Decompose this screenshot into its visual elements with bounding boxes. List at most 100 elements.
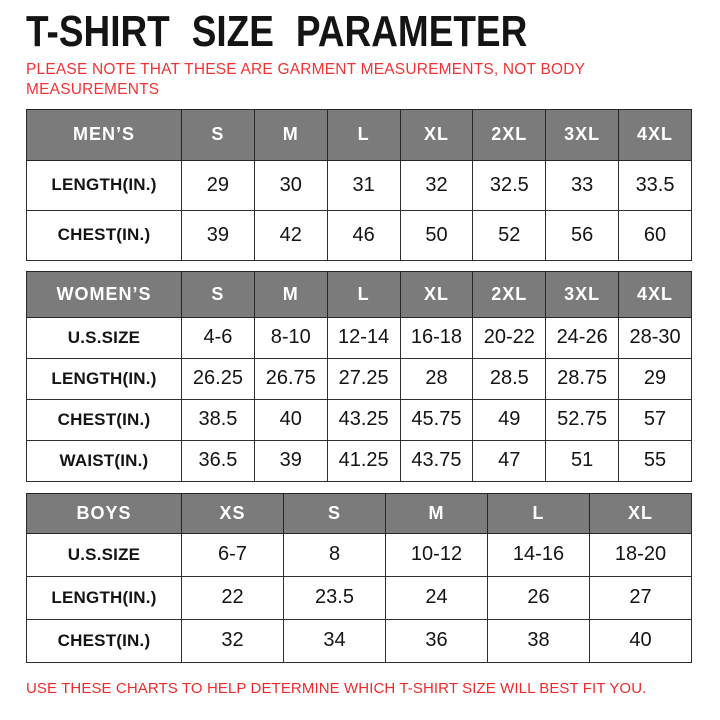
data-cell: 8-10	[253, 316, 328, 359]
row-label-cell: LENGTH(IN.)	[26, 357, 182, 400]
header-cell: WOMEN’S	[26, 270, 182, 318]
header-cell: XL	[399, 108, 474, 161]
data-cell: 28.75	[545, 357, 620, 400]
data-cell: 51	[545, 439, 620, 482]
table-row: CHEST(IN.) 39 42 46 50 52 56 60	[26, 209, 692, 261]
data-cell: 28-30	[618, 316, 692, 359]
row-label-cell: CHEST(IN.)	[26, 618, 182, 663]
data-cell: 10-12	[385, 532, 488, 577]
data-cell: 6-7	[181, 532, 284, 577]
header-cell: XL	[399, 270, 474, 318]
data-cell: 33	[545, 159, 620, 211]
measurement-note-line-2: MEASUREMENTS	[26, 80, 160, 98]
row-label-cell: U.S.SIZE	[26, 316, 182, 359]
data-cell: 36	[385, 618, 488, 663]
header-cell: MEN’S	[26, 108, 182, 161]
table-row: LENGTH(IN.) 29 30 31 32 32.5 33 33.5	[26, 159, 692, 211]
header-cell: BOYS	[26, 492, 182, 534]
data-cell: 28	[399, 357, 474, 400]
table-row: WAIST(IN.) 36.5 39 41.25 43.75 47 51 55	[26, 439, 692, 482]
data-cell: 39	[253, 439, 328, 482]
data-cell: 28.5	[472, 357, 547, 400]
row-label-cell: CHEST(IN.)	[26, 209, 182, 261]
data-cell: 52	[472, 209, 547, 261]
row-label-cell: WAIST(IN.)	[26, 439, 182, 482]
table-row: CHEST(IN.) 38.5 40 43.25 45.75 49 52.75 57	[26, 398, 692, 441]
data-cell: 12-14	[326, 316, 401, 359]
data-cell: 20-22	[472, 316, 547, 359]
header-cell: 2XL	[472, 270, 547, 318]
data-cell: 26.75	[253, 357, 328, 400]
data-cell: 8	[283, 532, 386, 577]
measurement-note-line-1: PLEASE NOTE THAT THESE ARE GARMENT MEASU…	[26, 61, 586, 78]
table-row: CHEST(IN.) 32 34 36 38 40	[26, 618, 692, 663]
data-cell: 34	[283, 618, 386, 663]
data-cell: 38.5	[181, 398, 255, 441]
data-cell: 50	[399, 209, 474, 261]
data-cell: 27	[589, 575, 692, 620]
data-cell: 47	[472, 439, 547, 482]
data-cell: 31	[326, 159, 401, 211]
data-cell: 27.25	[326, 357, 401, 400]
data-cell: 32	[399, 159, 474, 211]
data-cell: 29	[181, 159, 255, 211]
data-cell: 40	[253, 398, 328, 441]
data-cell: 46	[326, 209, 401, 261]
header-cell: L	[326, 108, 401, 161]
data-cell: 39	[181, 209, 255, 261]
data-cell: 33.5	[618, 159, 692, 211]
table-row: LENGTH(IN.) 22 23.5 24 26 27	[26, 575, 692, 620]
data-cell: 36.5	[181, 439, 255, 482]
data-cell: 16-18	[399, 316, 474, 359]
data-cell: 18-20	[589, 532, 692, 577]
page-title: T-SHIRT SIZE PARAMETER	[26, 7, 528, 56]
data-cell: 52.75	[545, 398, 620, 441]
data-cell: 49	[472, 398, 547, 441]
data-cell: 24-26	[545, 316, 620, 359]
footer-note: USE THESE CHARTS TO HELP DETERMINE WHICH…	[26, 679, 647, 697]
data-cell: 57	[618, 398, 692, 441]
measurement-note: PLEASE NOTE THAT THESE ARE GARMENT MEASU…	[26, 60, 694, 100]
data-cell: 24	[385, 575, 488, 620]
data-cell: 23.5	[283, 575, 386, 620]
data-cell: 42	[253, 209, 328, 261]
header-cell: M	[253, 108, 328, 161]
data-cell: 43.25	[326, 398, 401, 441]
data-cell: 32	[181, 618, 284, 663]
mens-table: MEN’S S M L XL 2XL 3XL 4XL LENGTH(IN.) 29 30 31 32 32…	[26, 108, 692, 261]
data-cell: 30	[253, 159, 328, 211]
data-cell: 38	[487, 618, 590, 663]
data-cell: 26	[487, 575, 590, 620]
row-label-cell: LENGTH(IN.)	[26, 159, 182, 211]
header-cell: 3XL	[545, 108, 620, 161]
header-cell: S	[181, 108, 255, 161]
data-cell: 43.75	[399, 439, 474, 482]
data-cell: 26.25	[181, 357, 255, 400]
header-cell: S	[181, 270, 255, 318]
table-row: LENGTH(IN.) 26.25 26.75 27.25 28 28.5 28.75 29	[26, 357, 692, 400]
data-cell: 55	[618, 439, 692, 482]
womens-table: WOMEN’S S M L XL 2XL 3XL 4XL U.S.SIZE 4-6 8-10 12-1…	[26, 270, 692, 482]
boys-size-table: BOYS XS S M L XL U.S.SIZE 6-7 8 10-12 14-16 18-20 LE…	[26, 492, 694, 663]
data-cell: 41.25	[326, 439, 401, 482]
header-row: WOMEN’S S M L XL 2XL 3XL 4XL	[26, 270, 692, 318]
data-cell: 4-6	[181, 316, 255, 359]
header-cell: 3XL	[545, 270, 620, 318]
womens-size-table: WOMEN’S S M L XL 2XL 3XL 4XL U.S.SIZE 4-6 8-10 12-1…	[26, 270, 694, 482]
boys-table: BOYS XS S M L XL U.S.SIZE 6-7 8 10-12 14-16 18-20 LE…	[26, 492, 692, 663]
data-cell: 40	[589, 618, 692, 663]
header-row: BOYS XS S M L XL	[26, 492, 692, 534]
row-label-cell: LENGTH(IN.)	[26, 575, 182, 620]
header-cell: 4XL	[618, 108, 692, 161]
header-cell: M	[385, 492, 488, 534]
row-label-cell: U.S.SIZE	[26, 532, 182, 577]
data-cell: 56	[545, 209, 620, 261]
header-cell: L	[487, 492, 590, 534]
row-label-cell: CHEST(IN.)	[26, 398, 182, 441]
header-cell: M	[253, 270, 328, 318]
data-cell: 14-16	[487, 532, 590, 577]
data-cell: 32.5	[472, 159, 547, 211]
header-row: MEN’S S M L XL 2XL 3XL 4XL	[26, 108, 692, 161]
mens-size-table: MEN’S S M L XL 2XL 3XL 4XL LENGTH(IN.) 29 30 31 32 32…	[26, 108, 694, 261]
